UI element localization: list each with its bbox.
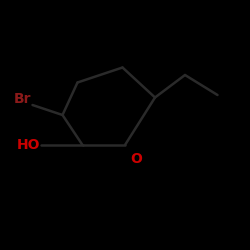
Text: O: O xyxy=(130,152,142,166)
Text: Br: Br xyxy=(14,92,31,106)
Text: HO: HO xyxy=(16,138,40,152)
